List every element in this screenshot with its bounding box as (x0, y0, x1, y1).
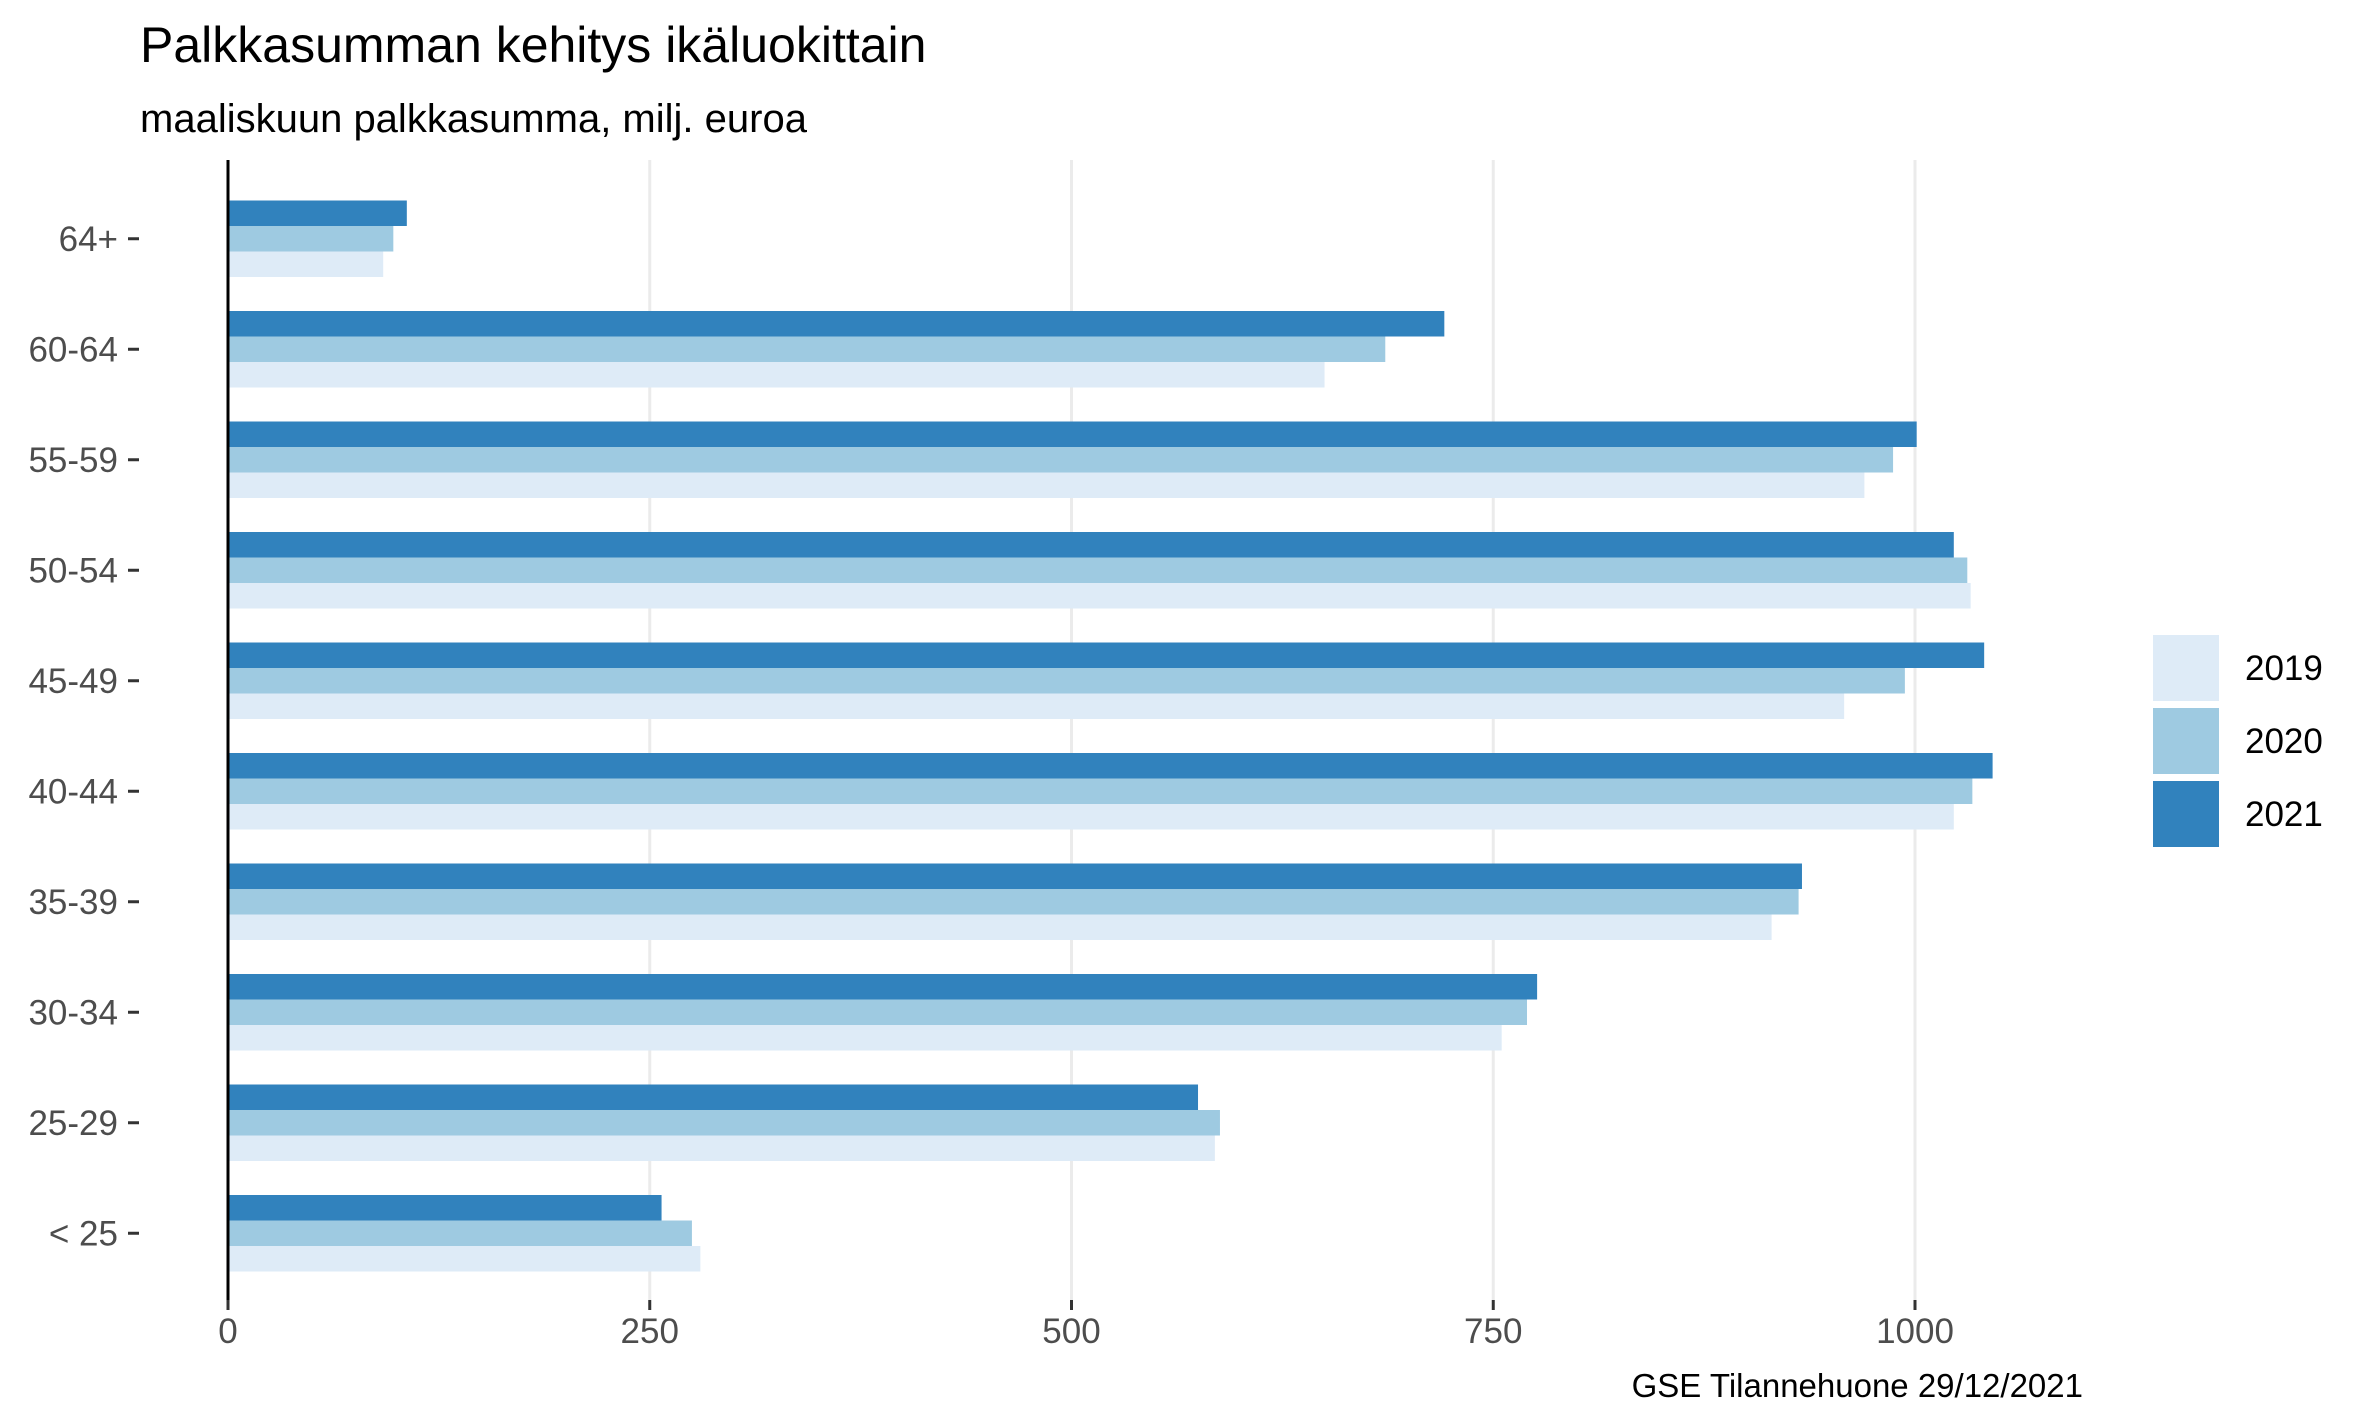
x-axis: 0 250 500 750 1000 (218, 1300, 1954, 1351)
chart-title: Palkkasumman kehitys ikäluokittain (140, 17, 926, 73)
legend-key-2021 (2153, 781, 2219, 847)
y-tick-label: 40-44 (28, 772, 118, 811)
bar-3539-2019 (228, 914, 1772, 940)
chart-caption: GSE Tilannehuone 29/12/2021 (1632, 1367, 2083, 1404)
y-tick-label: 55-59 (28, 441, 118, 480)
y-tick-label: 64+ (59, 220, 118, 259)
bar-5054-2020 (228, 557, 1968, 583)
x-tick-label: 250 (621, 1312, 679, 1351)
bar-3034-2019 (228, 1025, 1502, 1051)
bar-2529-2020 (228, 1110, 1220, 1136)
bar-5559-2020 (228, 447, 1894, 473)
x-tick-label: 0 (218, 1312, 237, 1351)
bar-2529-2019 (228, 1135, 1215, 1161)
legend-key-2019 (2153, 635, 2219, 701)
legend: 2019 2020 2021 (2153, 635, 2323, 847)
bar-64+-2020 (228, 226, 394, 252)
bar-3539-2021 (228, 863, 1802, 889)
x-tick-label: 1000 (1876, 1312, 1954, 1351)
bar-4044-2020 (228, 778, 1973, 804)
y-tick-label: 60-64 (28, 330, 118, 369)
x-tick-label: 750 (1464, 1312, 1522, 1351)
legend-label-2019: 2019 (2245, 649, 2323, 688)
bar-25-2020 (228, 1220, 692, 1246)
bar-6064-2021 (228, 311, 1445, 337)
bar-5054-2021 (228, 532, 1954, 558)
y-tick-label: 35-39 (28, 883, 118, 922)
bar-25-2019 (228, 1246, 701, 1272)
bar-4044-2021 (228, 753, 1993, 779)
y-tick-label: 50-54 (28, 551, 118, 590)
bar-64+-2019 (228, 251, 384, 277)
y-tick-label: 45-49 (28, 662, 118, 701)
legend-label-2020: 2020 (2245, 722, 2323, 761)
bar-5559-2019 (228, 472, 1865, 498)
bar-5559-2021 (228, 421, 1917, 447)
bar-6064-2020 (228, 336, 1386, 362)
bar-6064-2019 (228, 362, 1325, 388)
bar-3034-2021 (228, 974, 1538, 1000)
bar-25-2021 (228, 1195, 662, 1221)
bars (228, 200, 1993, 1272)
bar-4044-2019 (228, 804, 1954, 830)
y-axis: < 25 25-29 30-34 35-39 40-44 45-49 50-54 55-59 6… (28, 160, 230, 1300)
y-tick-label: 30-34 (28, 993, 118, 1032)
bar-4549-2021 (228, 642, 1985, 668)
bar-4549-2020 (228, 668, 1905, 694)
bar-3034-2020 (228, 999, 1527, 1025)
y-tick-label: < 25 (49, 1214, 118, 1253)
bar-3539-2020 (228, 889, 1799, 915)
chart-subtitle: maaliskuun palkkasumma, milj. euroa (140, 97, 808, 141)
bar-4549-2019 (228, 693, 1845, 719)
legend-label-2021: 2021 (2245, 795, 2323, 834)
bar-5054-2019 (228, 583, 1971, 609)
legend-key-2020 (2153, 708, 2219, 774)
bar-2529-2021 (228, 1084, 1199, 1110)
bar-64+-2021 (228, 200, 407, 226)
y-tick-label: 25-29 (28, 1104, 118, 1143)
x-tick-label: 500 (1042, 1312, 1100, 1351)
